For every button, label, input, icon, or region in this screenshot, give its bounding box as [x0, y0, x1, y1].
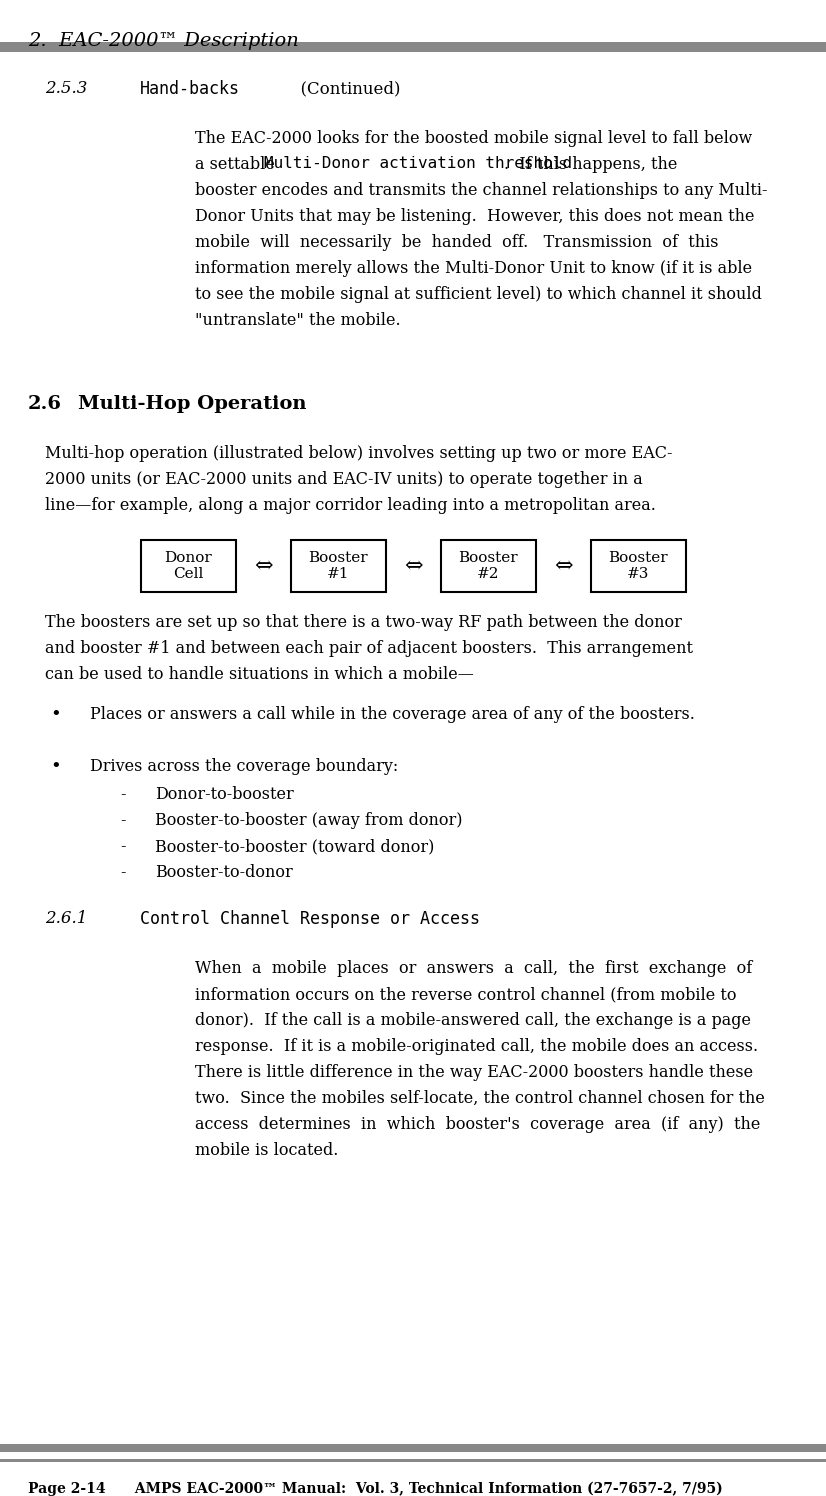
Text: ⇔: ⇔ [404, 555, 422, 577]
Text: Page 2-14      AMPS EAC-2000™ Manual:  Vol. 3, Technical Information (27-7657-2,: Page 2-14 AMPS EAC-2000™ Manual: Vol. 3,… [28, 1483, 723, 1496]
Text: Donor
Cell: Donor Cell [164, 551, 212, 580]
Text: Donor-to-booster: Donor-to-booster [155, 785, 294, 803]
Text: Places or answers a call while in the coverage area of any of the boosters.: Places or answers a call while in the co… [90, 706, 695, 723]
Text: When  a  mobile  places  or  answers  a  call,  the  first  exchange  of: When a mobile places or answers a call, … [195, 960, 752, 977]
Text: -: - [120, 812, 126, 829]
Text: Multi-hop operation (illustrated below) involves setting up two or more EAC-: Multi-hop operation (illustrated below) … [45, 444, 672, 462]
Bar [0, 1459, 826, 1462]
Text: There is little difference in the way EAC-2000 boosters handle these: There is little difference in the way EA… [195, 1064, 753, 1082]
Text: to see the mobile signal at sufficient level) to which channel it should: to see the mobile signal at sufficient l… [195, 286, 762, 304]
Text: 2.  EAC-2000™ Description: 2. EAC-2000™ Description [28, 31, 299, 49]
Text: and booster #1 and between each pair of adjacent boosters.  This arrangement: and booster #1 and between each pair of … [45, 640, 693, 657]
Text: access  determines  in  which  booster's  coverage  area  (if  any)  the: access determines in which booster's cov… [195, 1116, 761, 1132]
Text: Drives across the coverage boundary:: Drives across the coverage boundary: [90, 758, 398, 775]
Bar [0, 42, 826, 52]
Text: mobile  will  necessarily  be  handed  off.   Transmission  of  this: mobile will necessarily be handed off. T… [195, 233, 719, 251]
Text: Control Channel Response or Access: Control Channel Response or Access [140, 910, 480, 928]
Bar [440, 540, 535, 592]
Text: 2.5.3: 2.5.3 [45, 79, 88, 97]
Text: •: • [50, 706, 61, 724]
Text: 2000 units (or EAC-2000 units and EAC-IV units) to operate together in a: 2000 units (or EAC-2000 units and EAC-IV… [45, 471, 643, 488]
Text: Booster
#2: Booster #2 [458, 551, 518, 580]
Text: ⇔: ⇔ [553, 555, 572, 577]
Text: Booster
#1: Booster #1 [308, 551, 368, 580]
Text: a settable: a settable [195, 156, 280, 174]
Text: donor).  If the call is a mobile-answered call, the exchange is a page: donor). If the call is a mobile-answered… [195, 1011, 751, 1029]
Text: response.  If it is a mobile-originated call, the mobile does an access.: response. If it is a mobile-originated c… [195, 1038, 758, 1055]
Text: -: - [120, 785, 126, 803]
Bar [591, 540, 686, 592]
Text: "untranslate" the mobile.: "untranslate" the mobile. [195, 313, 401, 329]
Text: Multi-Hop Operation: Multi-Hop Operation [78, 395, 306, 413]
Bar [140, 540, 235, 592]
Text: two.  Since the mobiles self-locate, the control channel chosen for the: two. Since the mobiles self-locate, the … [195, 1091, 765, 1107]
Text: information merely allows the Multi-Donor Unit to know (if it is able: information merely allows the Multi-Dono… [195, 260, 752, 277]
Text: Multi-Donor activation threshold: Multi-Donor activation threshold [264, 156, 572, 171]
Text: 2.6: 2.6 [28, 395, 62, 413]
Bar [0, 1444, 826, 1453]
Text: -: - [120, 865, 126, 881]
Text: The boosters are set up so that there is a two-way RF path between the donor: The boosters are set up so that there is… [45, 613, 682, 631]
Text: Booster-to-booster (toward donor): Booster-to-booster (toward donor) [155, 838, 434, 856]
Text: Donor Units that may be listening.  However, this does not mean the: Donor Units that may be listening. Howev… [195, 208, 754, 224]
Text: mobile is located.: mobile is located. [195, 1141, 339, 1159]
Text: ⇔: ⇔ [254, 555, 273, 577]
Text: Booster-to-booster (away from donor): Booster-to-booster (away from donor) [155, 812, 463, 829]
Text: •: • [50, 758, 61, 776]
Text: -: - [120, 838, 126, 856]
Text: (Continued): (Continued) [290, 79, 401, 97]
Text: 2.6.1: 2.6.1 [45, 910, 88, 928]
Text: Booster
#3: Booster #3 [608, 551, 667, 580]
Text: information occurs on the reverse control channel (from mobile to: information occurs on the reverse contro… [195, 986, 737, 1002]
Text: can be used to handle situations in which a mobile—: can be used to handle situations in whic… [45, 666, 474, 684]
Text: Hand-backs: Hand-backs [140, 79, 240, 99]
Text: booster encodes and transmits the channel relationships to any Multi-: booster encodes and transmits the channe… [195, 183, 767, 199]
Text: The EAC-2000 looks for the boosted mobile signal level to fall below: The EAC-2000 looks for the boosted mobil… [195, 130, 752, 147]
Text: Booster-to-donor: Booster-to-donor [155, 865, 292, 881]
Bar [291, 540, 386, 592]
Text: .  If this happens, the: . If this happens, the [505, 156, 677, 174]
Text: line—for example, along a major corridor leading into a metropolitan area.: line—for example, along a major corridor… [45, 497, 656, 515]
